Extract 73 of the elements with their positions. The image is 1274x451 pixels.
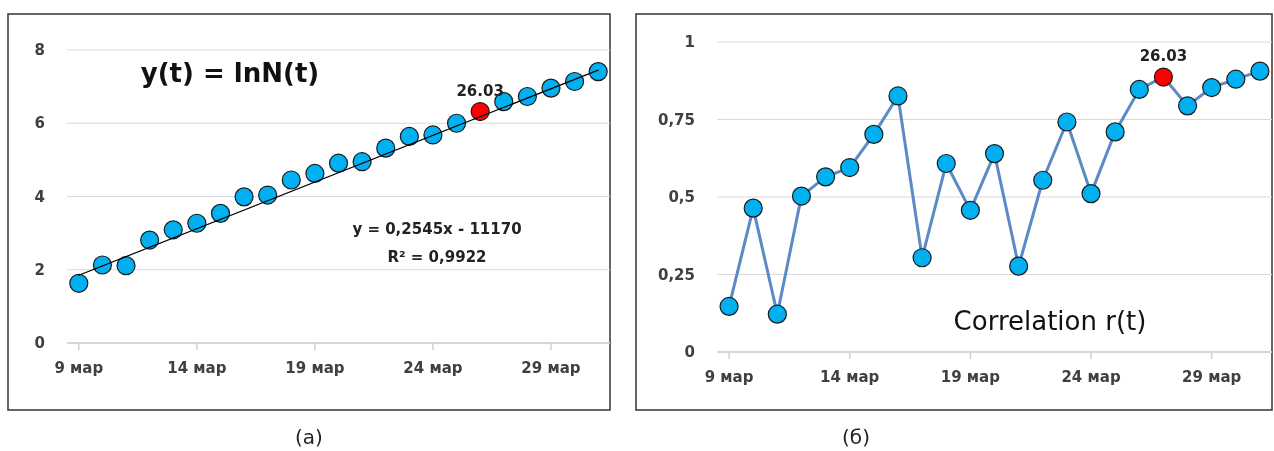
x-tick-label: 9 мар bbox=[704, 368, 754, 386]
y-tick-label: 6 bbox=[34, 114, 45, 133]
point bbox=[187, 213, 207, 233]
point bbox=[1226, 69, 1246, 89]
point bbox=[1202, 77, 1222, 98]
point bbox=[258, 185, 278, 205]
x-tick-label: 29 мар bbox=[1182, 368, 1242, 386]
point bbox=[352, 152, 372, 172]
point bbox=[328, 153, 349, 173]
x-tick-label: 24 мар bbox=[403, 359, 463, 377]
annotation: 26.03 bbox=[1139, 47, 1188, 66]
point bbox=[92, 255, 113, 275]
annotation: 26.03 bbox=[456, 81, 504, 100]
annotation: R² = 0,9922 bbox=[387, 248, 487, 266]
point bbox=[210, 203, 231, 223]
y-tick-label: 0,75 bbox=[657, 110, 695, 129]
point bbox=[163, 220, 183, 240]
point bbox=[423, 125, 443, 145]
text: (б) bbox=[842, 425, 870, 449]
point bbox=[1057, 112, 1077, 132]
y-tick-label: 2 bbox=[34, 260, 45, 279]
x-tick-label: 19 мар bbox=[285, 359, 345, 377]
point bbox=[840, 157, 860, 178]
y-tick-label: 1 bbox=[684, 33, 695, 51]
point bbox=[1250, 61, 1270, 81]
x-tick-label: 29 мар bbox=[521, 359, 581, 377]
x-tick-label: 14 мар bbox=[820, 368, 880, 386]
point bbox=[791, 186, 812, 206]
x-tick-label: 9 мар bbox=[54, 359, 104, 377]
point bbox=[588, 62, 608, 82]
y-tick-label: 0 bbox=[34, 334, 45, 352]
point bbox=[140, 230, 160, 250]
point bbox=[470, 101, 490, 122]
text: (a) bbox=[295, 425, 323, 449]
y-tick-label: 0,5 bbox=[668, 188, 695, 206]
point bbox=[1177, 96, 1198, 116]
point bbox=[446, 113, 467, 133]
x-tick-label: 24 мар bbox=[1061, 368, 1121, 386]
point bbox=[767, 304, 787, 324]
y-tick-label: 0,25 bbox=[657, 265, 695, 284]
point bbox=[517, 86, 537, 107]
point bbox=[1129, 79, 1149, 100]
point bbox=[376, 138, 396, 158]
x-tick-label: 14 мар bbox=[167, 359, 227, 377]
point bbox=[1105, 122, 1125, 142]
point bbox=[936, 153, 956, 174]
annotation: y = 0,2545x - 11170 bbox=[352, 220, 522, 238]
point bbox=[1009, 256, 1029, 276]
y-tick-label: 8 bbox=[34, 41, 45, 59]
x-tick-label: 19 мар bbox=[940, 368, 1001, 386]
point bbox=[305, 163, 325, 184]
chart-title: y(t) = lnN(t) bbox=[140, 58, 320, 88]
point bbox=[960, 200, 980, 220]
point bbox=[815, 167, 836, 187]
point bbox=[116, 256, 136, 276]
point bbox=[1033, 170, 1053, 190]
text: Correlation r(t) bbox=[953, 306, 1147, 336]
point bbox=[1153, 67, 1174, 87]
point bbox=[743, 198, 763, 218]
point bbox=[864, 124, 884, 144]
point bbox=[888, 86, 908, 106]
point bbox=[1081, 183, 1101, 204]
point bbox=[69, 273, 89, 293]
y-tick-label: 0 bbox=[684, 343, 695, 361]
point bbox=[541, 78, 561, 98]
point bbox=[719, 296, 739, 317]
point bbox=[234, 187, 254, 207]
y-tick-label: 4 bbox=[34, 187, 45, 206]
point bbox=[281, 170, 301, 190]
point bbox=[564, 71, 585, 92]
point bbox=[984, 144, 1005, 164]
point bbox=[399, 126, 419, 147]
point bbox=[912, 248, 932, 268]
